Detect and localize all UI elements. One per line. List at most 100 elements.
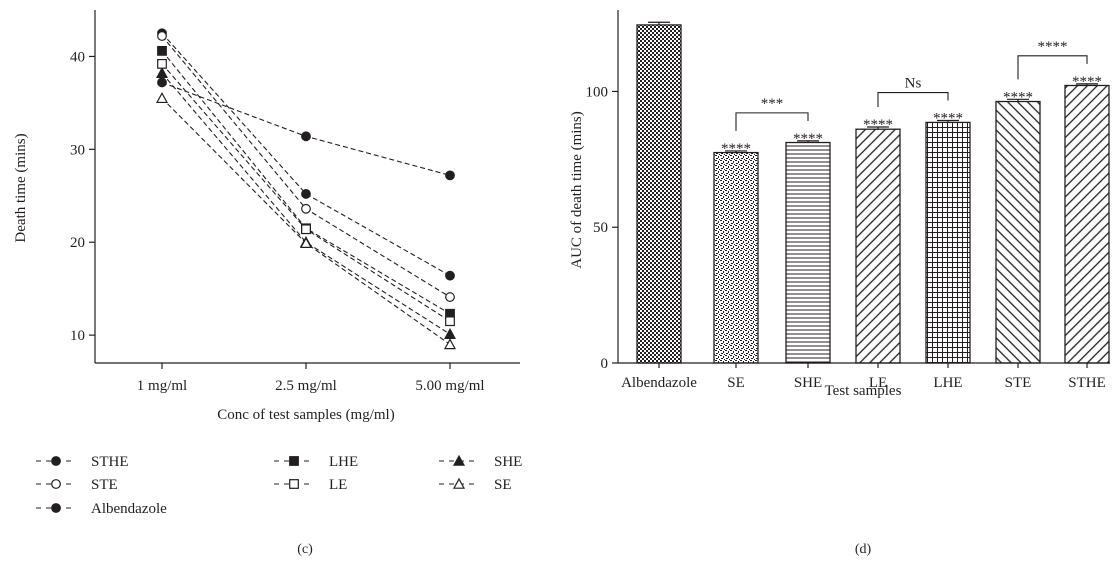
significance-label: **** [793, 131, 823, 147]
legend-label: LHE [329, 454, 358, 470]
y-tick-label: 100 [586, 84, 609, 100]
bar-she [785, 140, 831, 364]
legend-marker [452, 477, 466, 489]
legend-item: SHE [439, 454, 522, 470]
x-tick-label: STE [1005, 375, 1032, 391]
legend-label: LE [329, 477, 347, 493]
bar-chart-axes: 0 50 100 [586, 10, 1110, 372]
legend-label: SHE [494, 454, 522, 470]
line-chart-axes: 10 20 30 40 1 mg/ml 2.5 mg/ml 5.00 mg/ml [70, 10, 520, 394]
line-chart-ylabel: Death time (mins) [13, 133, 29, 242]
legend-marker [452, 454, 466, 466]
line-chart-series [155, 28, 457, 350]
legend-marker [289, 479, 299, 489]
series-le [157, 58, 455, 327]
data-point [445, 170, 455, 181]
series-line [161, 50, 451, 315]
bar-le [855, 126, 901, 364]
bar-rect [713, 151, 759, 364]
data-point [445, 292, 455, 302]
significance-label: **** [933, 111, 963, 127]
x-tick-label: SE [727, 375, 745, 391]
bar-rect [636, 24, 682, 364]
bar-rect [925, 121, 971, 364]
legend-item: LE [274, 477, 347, 493]
legend-marker [289, 456, 299, 466]
y-tick-label: 0 [601, 356, 609, 372]
x-tick-label: 5.00 mg/ml [415, 378, 484, 394]
y-tick-label: 20 [70, 235, 85, 251]
data-point [155, 91, 169, 104]
bar-rect [995, 100, 1041, 364]
comparison-bracket: Ns [877, 76, 949, 108]
legend-item: SE [439, 477, 512, 493]
panel-label-c: (c) [297, 542, 313, 557]
legend-item: Albendazole [36, 501, 167, 517]
line-chart-xlabel: Conc of test samples (mg/ml) [217, 407, 394, 423]
bracket-line [877, 91, 949, 108]
comparison-bracket: *** [735, 96, 809, 131]
legend-marker [51, 503, 61, 513]
x-tick-label: 1 mg/ml [137, 378, 187, 394]
legend-item: STE [36, 477, 118, 493]
data-point [301, 203, 311, 214]
bar-ste [995, 98, 1041, 364]
legend-marker [51, 479, 61, 489]
bracket-line [735, 112, 809, 131]
significance-label: **** [863, 117, 893, 133]
data-point [301, 131, 311, 142]
data-point [301, 224, 311, 235]
x-tick-label: Albendazole [621, 375, 697, 391]
bar-se [713, 150, 759, 364]
bar-rect [1064, 84, 1110, 364]
x-tick-label: LE [869, 375, 887, 391]
legend-label: STHE [91, 454, 129, 470]
bracket-label: *** [761, 96, 784, 112]
data-point [157, 45, 167, 56]
bar-sthe [1064, 83, 1110, 364]
x-tick-label: 2.5 mg/ml [275, 378, 337, 394]
x-tick-label: SHE [794, 375, 822, 391]
data-point [299, 236, 313, 248]
series-se [155, 91, 457, 350]
y-tick-label: 30 [70, 142, 85, 158]
bar-rect [785, 141, 831, 364]
data-point [443, 338, 457, 350]
panel-label-d: (d) [855, 542, 872, 557]
series-ste [157, 31, 455, 302]
legend-label: SE [494, 477, 512, 493]
series-lhe [157, 45, 455, 319]
line-chart-legend: STHE LHE SHE STE LE SE Albendazole [36, 454, 522, 517]
x-tick-label: STHE [1068, 375, 1106, 391]
data-point [157, 58, 167, 69]
legend-item: LHE [274, 454, 358, 470]
data-point [301, 189, 311, 199]
x-tick-label: LHE [933, 375, 962, 391]
bracket-label: **** [1038, 39, 1068, 55]
series-line [161, 35, 451, 298]
data-point [445, 270, 455, 281]
series-line [161, 81, 451, 176]
bar-albendazole [636, 21, 682, 364]
data-point [157, 31, 167, 41]
bar-chart-bars [636, 21, 1110, 364]
series-line [161, 72, 451, 335]
bar-chart-xlabel: Test samples [825, 383, 902, 399]
y-tick-label: 50 [593, 220, 608, 236]
legend-item: STHE [36, 454, 129, 470]
legend-label: Albendazole [91, 501, 167, 517]
data-point [155, 66, 169, 78]
bar-lhe [925, 119, 971, 364]
legend-marker [51, 456, 61, 466]
data-point [443, 327, 457, 340]
significance-label: **** [1003, 89, 1033, 105]
bar-chart-annotations: Albendazole SE SHE LE LHE STE STHE************… [621, 39, 1106, 391]
data-point [157, 77, 167, 88]
bar-rect [855, 128, 901, 364]
y-tick-label: 40 [70, 49, 85, 65]
comparison-bracket: **** [1017, 39, 1088, 80]
legend-label: STE [91, 477, 118, 493]
bracket-line [1017, 55, 1088, 80]
